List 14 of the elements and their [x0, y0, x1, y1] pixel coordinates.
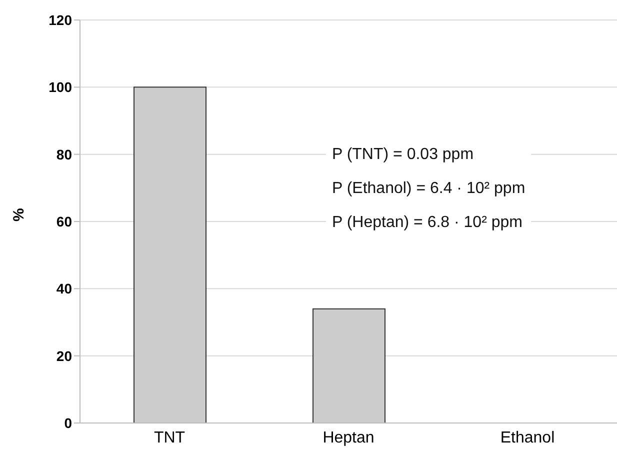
x-tick-label: TNT	[154, 429, 186, 446]
annotation: P (Heptan) = 6.8 · 10² ppm	[332, 213, 524, 233]
y-tick-label: 60	[56, 213, 72, 230]
y-tick-label: 120	[48, 12, 72, 28]
annotation: P (TNT) = 0.03 ppm	[332, 145, 475, 165]
y-axis-title: %	[10, 208, 28, 222]
y-tick-label: 40	[56, 280, 72, 297]
x-tick-label: Ethanol	[500, 429, 555, 446]
y-tick-label: 100	[48, 79, 72, 96]
y-tick-label: 80	[56, 146, 72, 162]
y-tick-label: 0	[64, 414, 72, 431]
x-tick-label: Heptan	[322, 429, 374, 446]
annotation: P (Ethanol) = 6.4 · 10² ppm	[332, 179, 526, 199]
y-tick-label: 20	[56, 348, 72, 364]
